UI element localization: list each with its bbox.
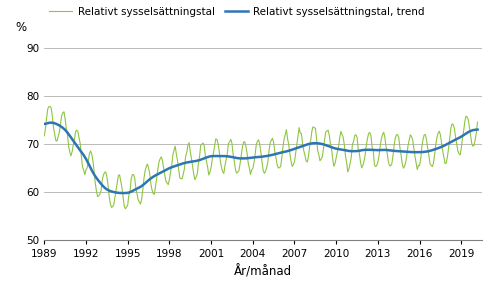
Line: Relativt sysselsättningstal, trend: Relativt sysselsättningstal, trend (44, 123, 478, 193)
Relativt sysselsättningstal, trend (460, 134, 465, 138)
Relativt sysselsättningstal (150, 192, 156, 195)
Relativt sysselsättningstal (183, 154, 188, 158)
Relativt sysselsättningstal (260, 169, 266, 172)
Text: %: % (16, 21, 27, 34)
Line: Relativt sysselsättningstal: Relativt sysselsättningstal (44, 106, 478, 209)
Relativt sysselsättningstal (460, 137, 465, 140)
Relativt sysselsättningstal, trend (120, 191, 126, 195)
Relativt sysselsättningstal (192, 178, 198, 181)
Legend: Relativt sysselsättningstal, Relativt sysselsättningstal, trend: Relativt sysselsättningstal, Relativt sy… (50, 7, 425, 17)
Relativt sysselsättningstal (475, 120, 481, 124)
Relativt sysselsättningstal, trend (41, 122, 47, 126)
Relativt sysselsättningstal (47, 105, 53, 108)
Relativt sysselsättningstal, trend (260, 155, 266, 158)
X-axis label: År/månad: År/månad (234, 265, 292, 278)
Relativt sysselsättningstal, trend (150, 175, 156, 178)
Relativt sysselsättningstal, trend (303, 143, 309, 146)
Relativt sysselsättningstal, trend (48, 121, 54, 125)
Relativt sysselsättningstal (41, 134, 47, 138)
Relativt sysselsättningstal (303, 159, 309, 163)
Relativt sysselsättningstal, trend (192, 159, 198, 163)
Relativt sysselsättningstal, trend (183, 161, 188, 164)
Relativt sysselsättningstal, trend (475, 128, 481, 131)
Relativt sysselsättningstal (123, 207, 128, 211)
